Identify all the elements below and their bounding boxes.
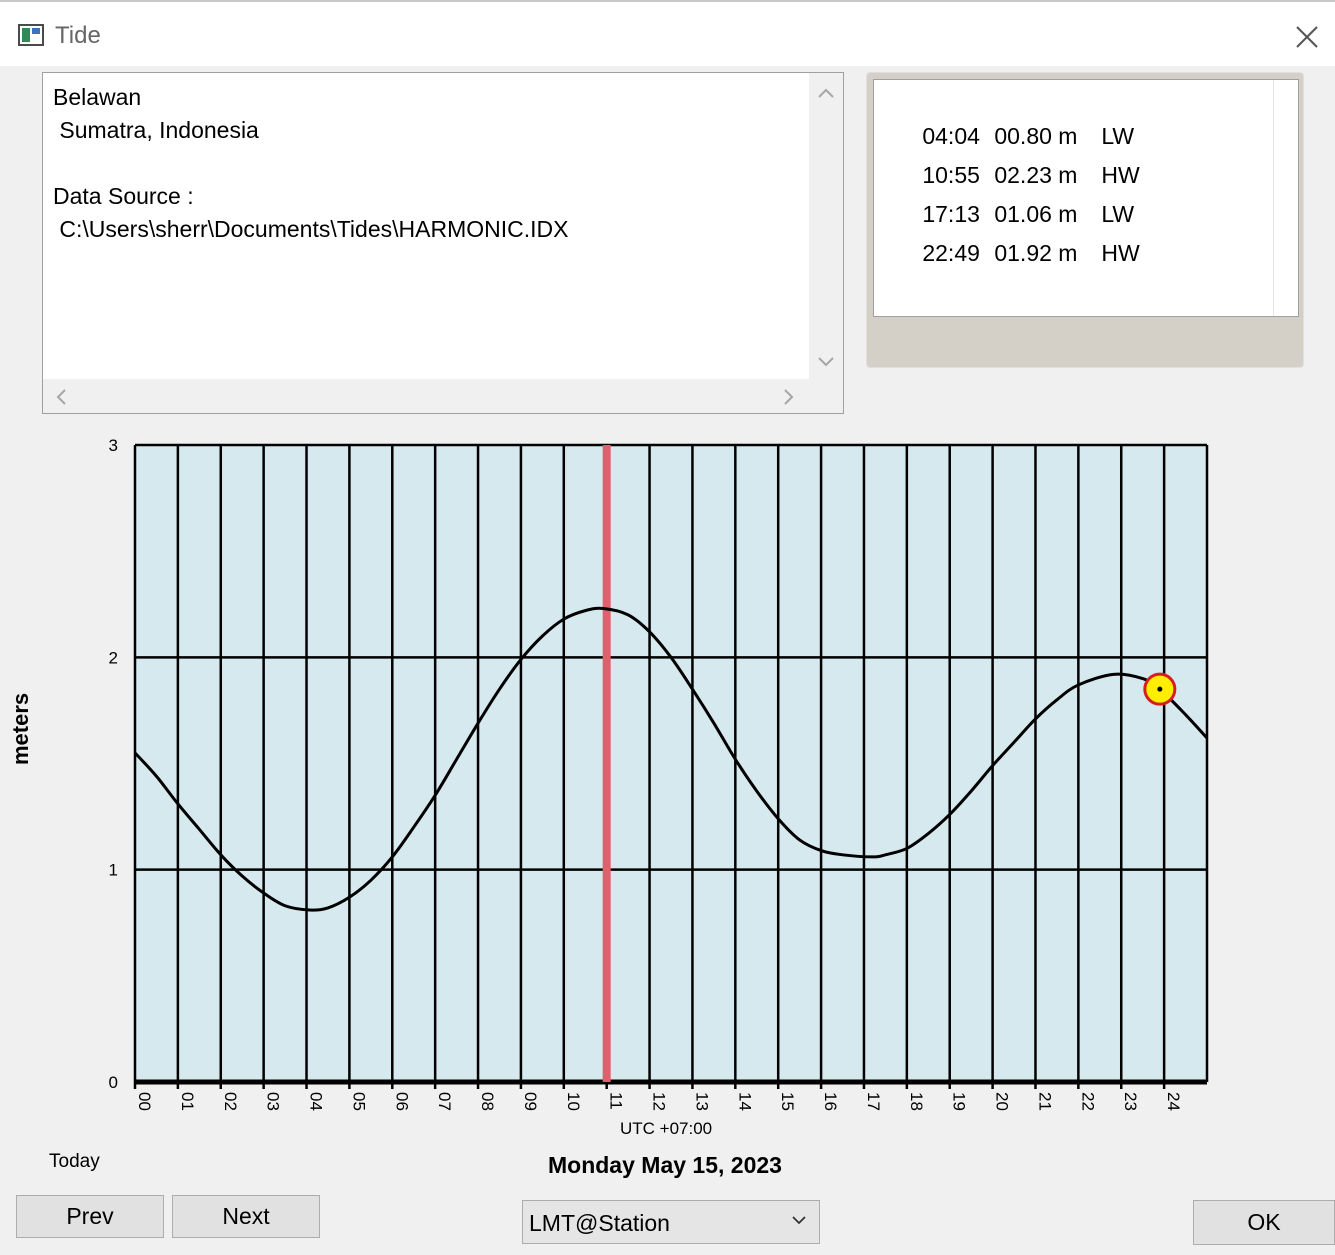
x-tick-label: 04 [307,1092,326,1111]
close-icon[interactable] [1290,20,1324,54]
x-tick-label: 13 [692,1092,711,1111]
scroll-right-icon[interactable] [783,389,795,405]
x-tick-label: 05 [349,1092,368,1111]
tide-height: 00.80 m [994,123,1078,149]
tide-app-icon [18,24,44,46]
next-button[interactable]: Next [172,1195,320,1238]
x-tick-label: 22 [1078,1092,1097,1111]
station-info-text: Belawan Sumatra, Indonesia Data Source :… [53,81,568,246]
y-tick-label: 3 [109,436,118,455]
tide-time: 22:49 [922,240,980,266]
y-tick-label: 0 [109,1073,118,1092]
x-tick-label: 09 [521,1092,540,1111]
plot-background [135,445,1207,1082]
y-tick-label: 1 [109,861,118,880]
vertical-scrollbar[interactable] [809,73,843,380]
x-tick-label: 01 [178,1092,197,1111]
title-bar: Tide [0,0,1335,66]
station-name: Belawan [53,84,142,110]
x-tick-label: 10 [564,1092,583,1111]
list-item[interactable]: 22:49 01.92 m HW [884,213,1140,294]
x-tick-label: 18 [907,1092,926,1111]
chevron-down-icon [792,1216,806,1225]
tide-type: LW [1101,201,1135,227]
timezone-select[interactable]: LMT@Station [522,1200,820,1244]
x-axis-label: UTC +07:00 [620,1119,713,1138]
scroll-left-icon[interactable] [55,389,67,405]
x-tick-label: 11 [607,1092,626,1110]
tide-type: HW [1101,240,1140,266]
horizontal-scrollbar[interactable] [43,379,843,413]
tide-list-scrollbar[interactable] [1273,80,1298,316]
scroll-down-icon[interactable] [818,356,834,368]
tide-list[interactable]: 04:04 00.80 m LW 10:55 02.23 m HW 17:13 01.06… [873,79,1299,317]
window-title: Tide [55,22,101,49]
x-tick-label: 16 [821,1092,840,1111]
list-item[interactable]: 04:04 00.80 m LW [884,96,1134,177]
timezone-select-value: LMT@Station [529,1210,670,1236]
station-info-box[interactable]: Belawan Sumatra, Indonesia Data Source :… [42,72,844,414]
station-region: Sumatra, Indonesia [53,117,259,143]
x-tick-label: 03 [264,1092,283,1111]
tide-height: 01.06 m [994,201,1078,227]
data-source-label: Data Source : [53,183,194,209]
list-item[interactable]: 10:55 02.23 m HW [884,135,1140,216]
x-tick-label: 12 [650,1092,669,1111]
x-tick-label: 23 [1121,1092,1140,1111]
tide-curve [133,606,1209,912]
today-label: Today [49,1151,100,1172]
scroll-up-icon[interactable] [818,87,834,99]
x-tick-label: 08 [478,1092,497,1111]
tide-type: HW [1101,162,1140,188]
x-tick-label: 15 [778,1092,797,1111]
tide-time: 17:13 [922,201,980,227]
x-tick-label: 17 [864,1092,883,1111]
x-tick-label: 00 [135,1092,154,1111]
current-position-dot [1157,686,1163,692]
data-source-path: C:\Users\sherr\Documents\Tides\HARMONIC.… [53,216,569,242]
x-tick-label: 21 [1035,1092,1054,1111]
x-tick-label: 24 [1164,1092,1183,1111]
date-label: Monday May 15, 2023 [548,1152,782,1178]
tide-list-panel: 04:04 00.80 m LW 10:55 02.23 m HW 17:13 01.06… [866,72,1304,368]
tide-time: 04:04 [922,123,980,149]
list-item[interactable]: 17:13 01.06 m LW [884,174,1134,255]
tide-time: 10:55 [922,162,980,188]
x-tick-label: 06 [392,1092,411,1111]
prev-button[interactable]: Prev [16,1195,164,1238]
x-tick-label: 20 [993,1092,1012,1111]
ok-button[interactable]: OK [1193,1200,1335,1245]
tide-type: LW [1101,123,1135,149]
x-tick-label: 07 [435,1092,454,1111]
tide-height: 01.92 m [994,240,1078,266]
tide-height: 02.23 m [994,162,1078,188]
x-tick-label: 19 [950,1092,969,1111]
y-tick-label: 2 [109,648,118,667]
x-tick-label: 02 [221,1092,240,1111]
x-tick-label: 14 [735,1092,754,1111]
